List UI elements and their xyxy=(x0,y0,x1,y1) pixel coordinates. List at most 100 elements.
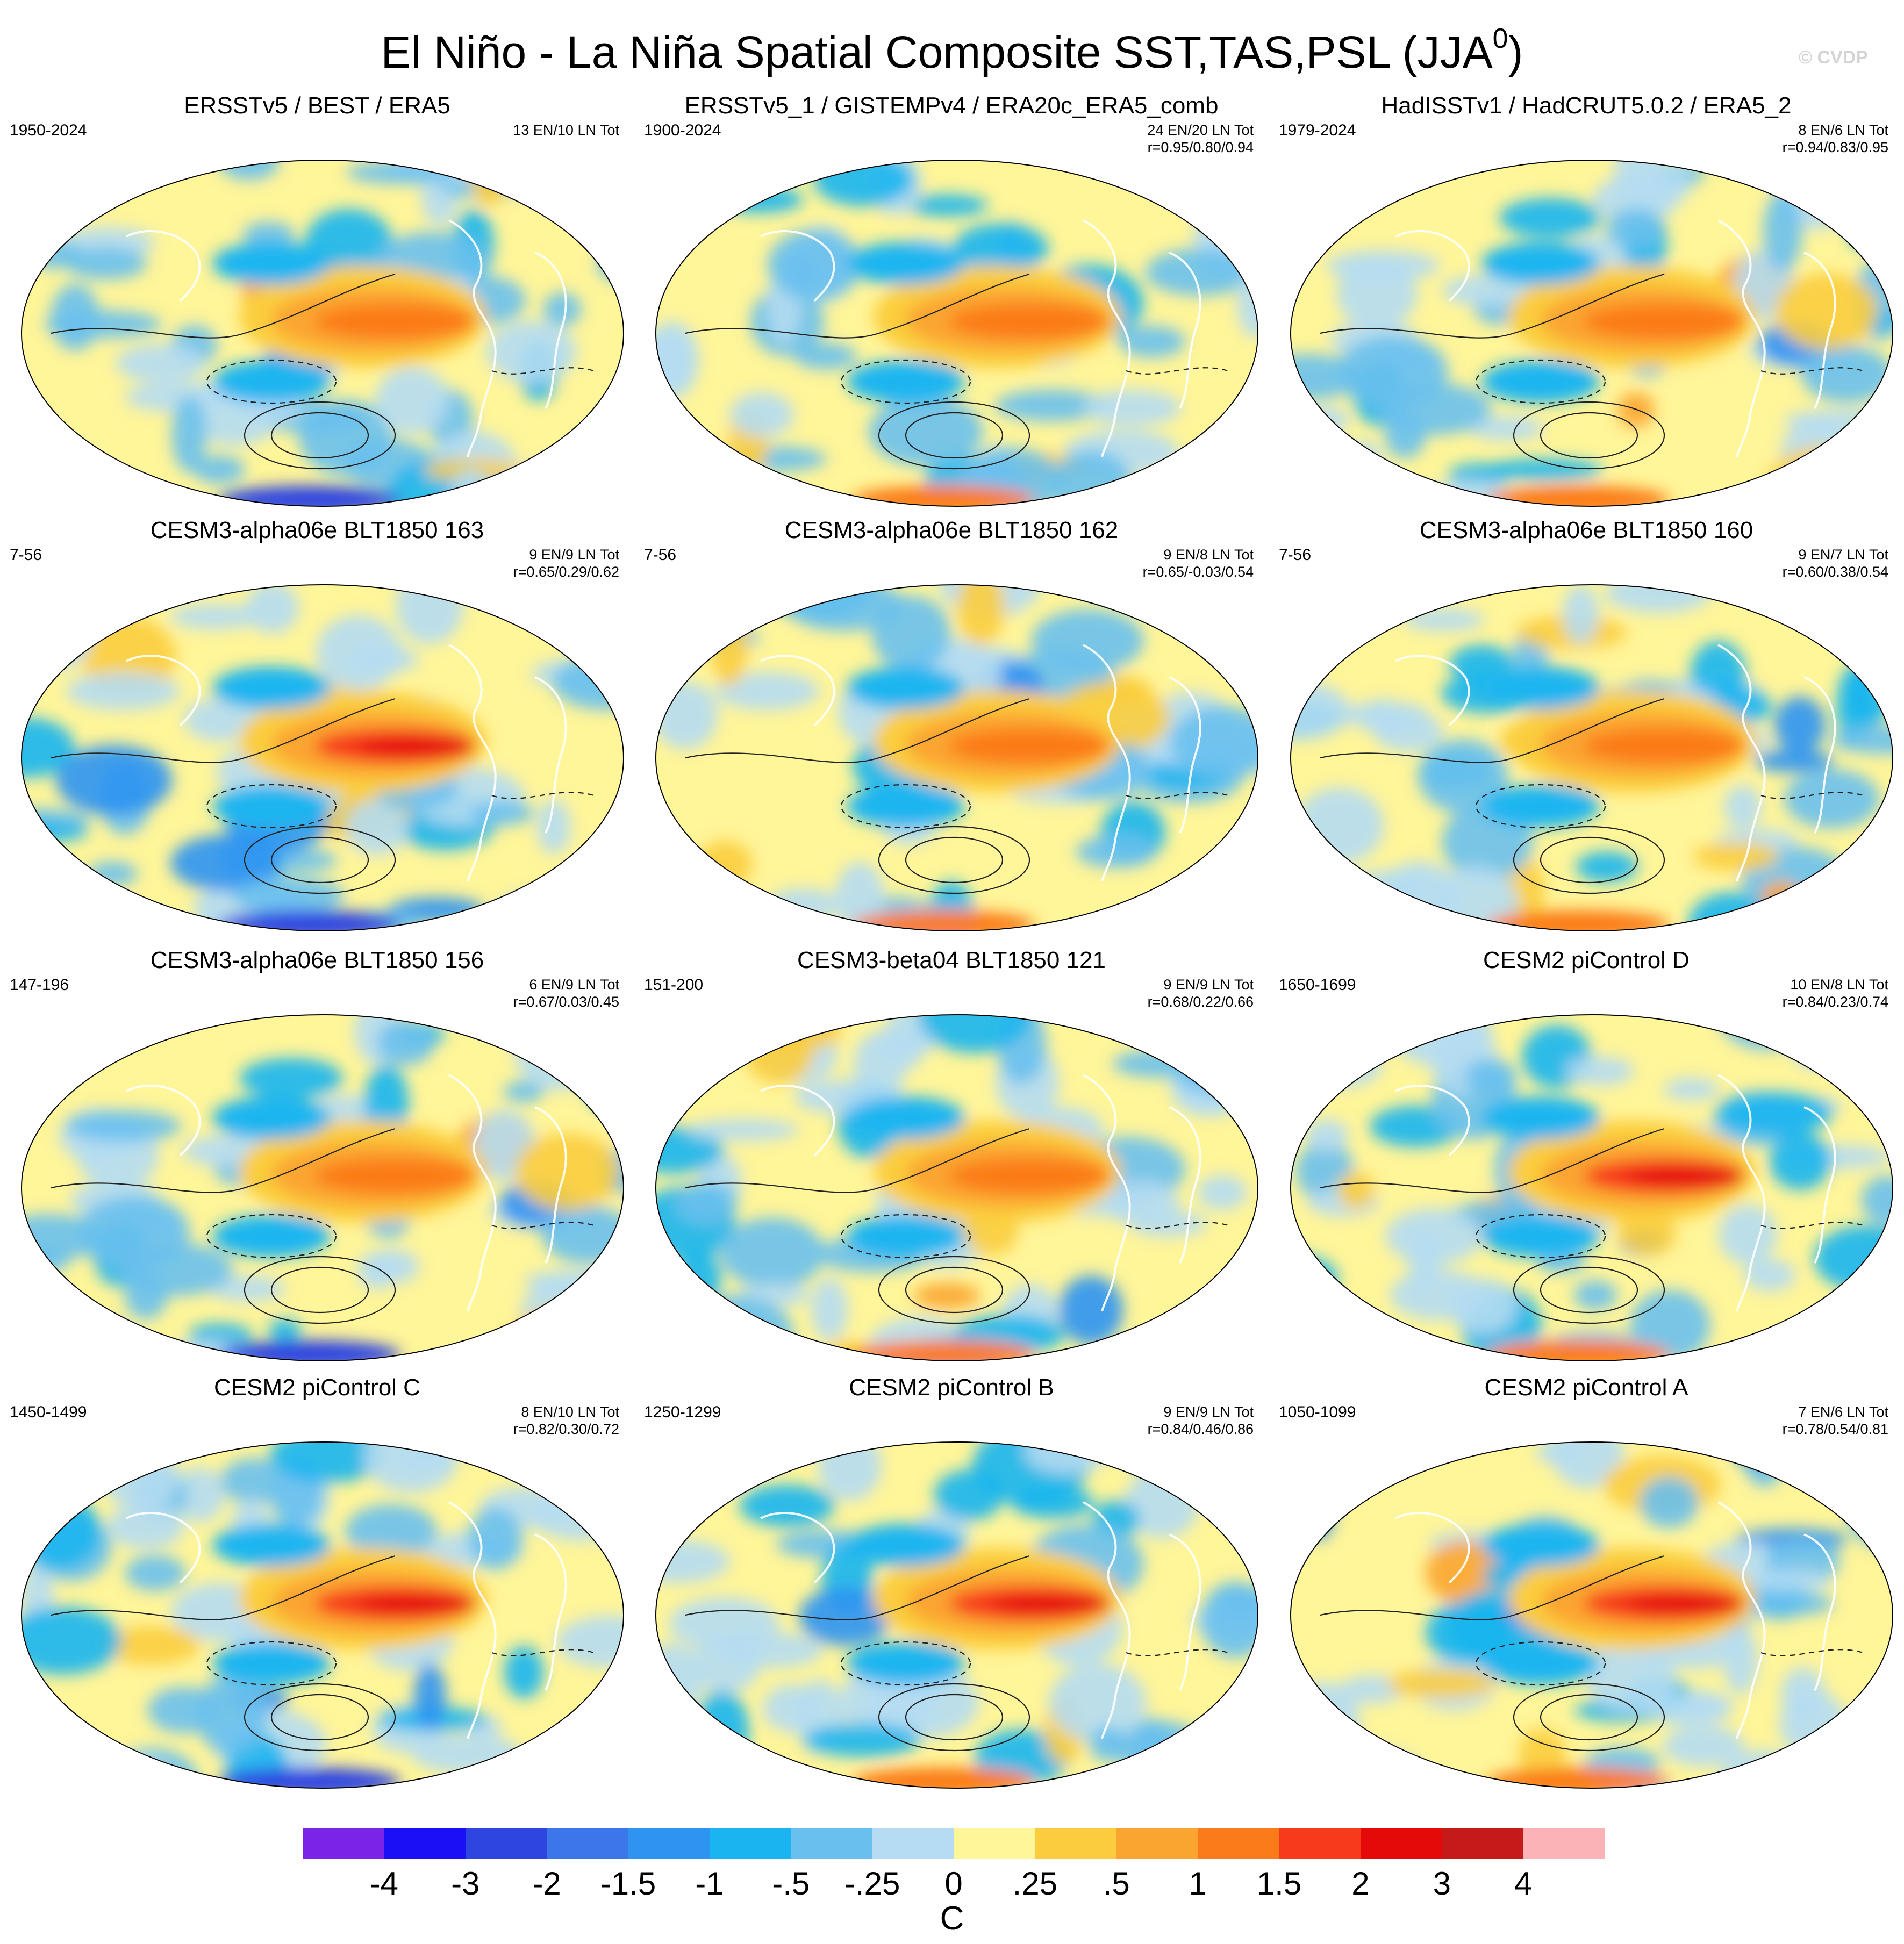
sst-anomaly-map xyxy=(21,584,624,931)
colorbar-box xyxy=(547,1828,628,1859)
sst-anomaly-map xyxy=(21,160,624,507)
panel-pattern-correlation: r=0.78/0.54/0.81 xyxy=(1782,1421,1888,1437)
colorbar-box xyxy=(1198,1828,1279,1859)
panel-event-counts: 6 EN/9 LN Tot xyxy=(529,977,619,993)
panel-pattern-correlation: r=0.68/0.22/0.66 xyxy=(1147,994,1254,1010)
panel-years: 7-56 xyxy=(644,546,677,564)
panel-pattern-correlation: r=0.60/0.38/0.54 xyxy=(1782,564,1888,580)
panel-years: 7-56 xyxy=(10,546,42,564)
panel-pattern-correlation: r=0.95/0.80/0.94 xyxy=(1147,139,1254,155)
panel-stats: 9 EN/7 LN Tot r=0.60/0.38/0.54 xyxy=(1783,546,1888,580)
colorbar-tick-label: -1 xyxy=(695,1866,724,1902)
map-panel: CESM3-alpha06e BLT1850 163 7-56 9 EN/9 LN … xyxy=(0,516,634,941)
sst-anomaly-map xyxy=(1290,584,1893,931)
colorbar xyxy=(303,1828,1605,1859)
panel-years: 7-56 xyxy=(1279,546,1312,564)
panel-years: 151-200 xyxy=(644,976,704,994)
colorbar-box xyxy=(1035,1828,1116,1859)
panel-title: CESM2 piControl A xyxy=(1484,1374,1688,1401)
sst-anomaly-map xyxy=(1290,160,1893,507)
panel-title: ERSSTv5 / BEST / ERA5 xyxy=(184,92,450,119)
panel-pattern-correlation: r=0.84/0.23/0.74 xyxy=(1782,994,1888,1010)
panel-stats: 24 EN/20 LN Tot r=0.95/0.80/0.94 xyxy=(1147,121,1254,156)
panel-pattern-correlation: r=0.84/0.46/0.86 xyxy=(1147,1421,1254,1437)
panel-stats: 13 EN/10 LN Tot xyxy=(513,121,619,139)
map-panel: CESM2 piControl C 1450-1499 8 EN/10 LN Tot… xyxy=(0,1373,634,1798)
panel-years: 1450-1499 xyxy=(10,1403,87,1421)
sst-anomaly-map xyxy=(1290,1441,1893,1789)
colorbar-unit: C xyxy=(940,1900,964,1937)
colorbar-box xyxy=(872,1828,954,1859)
colorbar-tick-label: -.5 xyxy=(772,1866,810,1902)
colorbar-tick-label: .5 xyxy=(1103,1866,1130,1902)
panel-event-counts: 7 EN/6 LN Tot xyxy=(1798,1404,1888,1420)
panel-title: CESM2 piControl B xyxy=(849,1374,1054,1401)
colorbar-box xyxy=(465,1828,547,1859)
sst-anomaly-map xyxy=(655,160,1258,507)
colorbar-tick-label: 3 xyxy=(1433,1866,1451,1902)
panel-years: 1650-1699 xyxy=(1279,976,1356,994)
panel-years: 1050-1099 xyxy=(1279,1403,1356,1421)
colorbar-box xyxy=(709,1828,791,1859)
panel-title: ERSSTv5_1 / GISTEMPv4 / ERA20c_ERA5_comb xyxy=(684,92,1219,119)
map-panel: ERSSTv5 / BEST / ERA5 1950-2024 13 EN/10 L… xyxy=(0,91,634,516)
panel-title: CESM3-alpha06e BLT1850 162 xyxy=(784,517,1119,543)
map-panel: CESM3-beta04 BLT1850 121 151-200 9 EN/9 LN… xyxy=(634,946,1269,1371)
colorbar-tick-label: 1 xyxy=(1189,1866,1207,1902)
colorbar-box xyxy=(1279,1828,1361,1859)
panel-title: CESM2 piControl D xyxy=(1483,947,1690,973)
panel-years: 1979-2024 xyxy=(1279,121,1356,139)
colorbar-tick-label: 2 xyxy=(1351,1866,1370,1902)
panel-stats: 8 EN/10 LN Tot r=0.82/0.30/0.72 xyxy=(513,1403,619,1438)
map-panel: CESM2 piControl A 1050-1099 7 EN/6 LN Tot r… xyxy=(1269,1373,1903,1798)
panel-stats: 9 EN/8 LN Tot r=0.65/-0.03/0.54 xyxy=(1143,546,1254,580)
panel-pattern-correlation: r=0.65/-0.03/0.54 xyxy=(1142,564,1254,580)
map-panel: CESM2 piControl D 1650-1699 10 EN/8 LN Tot… xyxy=(1269,946,1903,1371)
colorbar-tick-label: 1.5 xyxy=(1256,1866,1302,1902)
panel-pattern-correlation: r=0.65/0.29/0.62 xyxy=(513,564,619,580)
panel-stats: 9 EN/9 LN Tot r=0.84/0.46/0.86 xyxy=(1148,1403,1254,1438)
colorbar-tick-label: -1.5 xyxy=(600,1866,656,1902)
panel-title: HadISSTv1 / HadCRUT5.0.2 / ERA5_2 xyxy=(1381,92,1792,119)
panel-stats: 9 EN/9 LN Tot r=0.68/0.22/0.66 xyxy=(1148,976,1254,1010)
panel-event-counts: 9 EN/9 LN Tot xyxy=(1163,1404,1254,1420)
colorbar-tick-label: -3 xyxy=(451,1866,480,1902)
colorbar-box xyxy=(954,1828,1035,1859)
panel-event-counts: 9 EN/9 LN Tot xyxy=(1163,977,1254,993)
figure-title: El Niño - La Niña Spatial Composite SST,… xyxy=(381,23,1523,77)
panel-event-counts: 13 EN/10 LN Tot xyxy=(513,122,619,138)
colorbar-box xyxy=(303,1828,384,1859)
sst-anomaly-map xyxy=(655,1014,1258,1361)
colorbar-box xyxy=(1523,1828,1605,1859)
panel-event-counts: 10 EN/8 LN Tot xyxy=(1790,977,1888,993)
panel-pattern-correlation: r=0.94/0.83/0.95 xyxy=(1782,139,1888,155)
panel-event-counts: 9 EN/7 LN Tot xyxy=(1798,547,1888,563)
map-panel: CESM3-alpha06e BLT1850 160 7-56 9 EN/7 LN … xyxy=(1269,516,1903,941)
panel-title: CESM3-alpha06e BLT1850 163 xyxy=(150,517,484,543)
map-panel: ERSSTv5_1 / GISTEMPv4 / ERA20c_ERA5_comb… xyxy=(634,91,1269,516)
colorbar-tick-label: -2 xyxy=(532,1866,561,1902)
credit-watermark: © CVDP xyxy=(1799,47,1868,68)
colorbar-box xyxy=(1116,1828,1198,1859)
panel-title: CESM3-alpha06e BLT1850 160 xyxy=(1419,517,1753,543)
colorbar-box xyxy=(628,1828,710,1859)
map-panel: CESM3-alpha06e BLT1850 162 7-56 9 EN/8 LN … xyxy=(634,516,1269,941)
colorbar-tick-label: 0 xyxy=(944,1866,963,1902)
colorbar-box xyxy=(1442,1828,1523,1859)
colorbar-box xyxy=(791,1828,872,1859)
colorbar-box xyxy=(1360,1828,1442,1859)
panel-event-counts: 24 EN/20 LN Tot xyxy=(1147,122,1254,138)
panel-stats: 10 EN/8 LN Tot r=0.84/0.23/0.74 xyxy=(1783,976,1888,1010)
sst-anomaly-map xyxy=(655,1441,1258,1789)
panel-stats: 6 EN/9 LN Tot r=0.67/0.03/0.45 xyxy=(513,976,619,1010)
panel-title: CESM3-alpha06e BLT1850 156 xyxy=(150,947,484,973)
panel-title: CESM2 piControl C xyxy=(214,1374,420,1401)
sst-anomaly-map xyxy=(21,1014,624,1361)
panel-pattern-correlation: r=0.82/0.30/0.72 xyxy=(513,1421,619,1437)
map-panel: CESM3-alpha06e BLT1850 156 147-196 6 EN/9 … xyxy=(0,946,634,1371)
panel-years: 1250-1299 xyxy=(644,1403,721,1421)
sst-anomaly-map xyxy=(21,1441,624,1789)
panel-title: CESM3-beta04 BLT1850 121 xyxy=(797,947,1106,973)
panel-stats: 7 EN/6 LN Tot r=0.78/0.54/0.81 xyxy=(1783,1403,1888,1438)
sst-anomaly-map xyxy=(655,584,1258,931)
